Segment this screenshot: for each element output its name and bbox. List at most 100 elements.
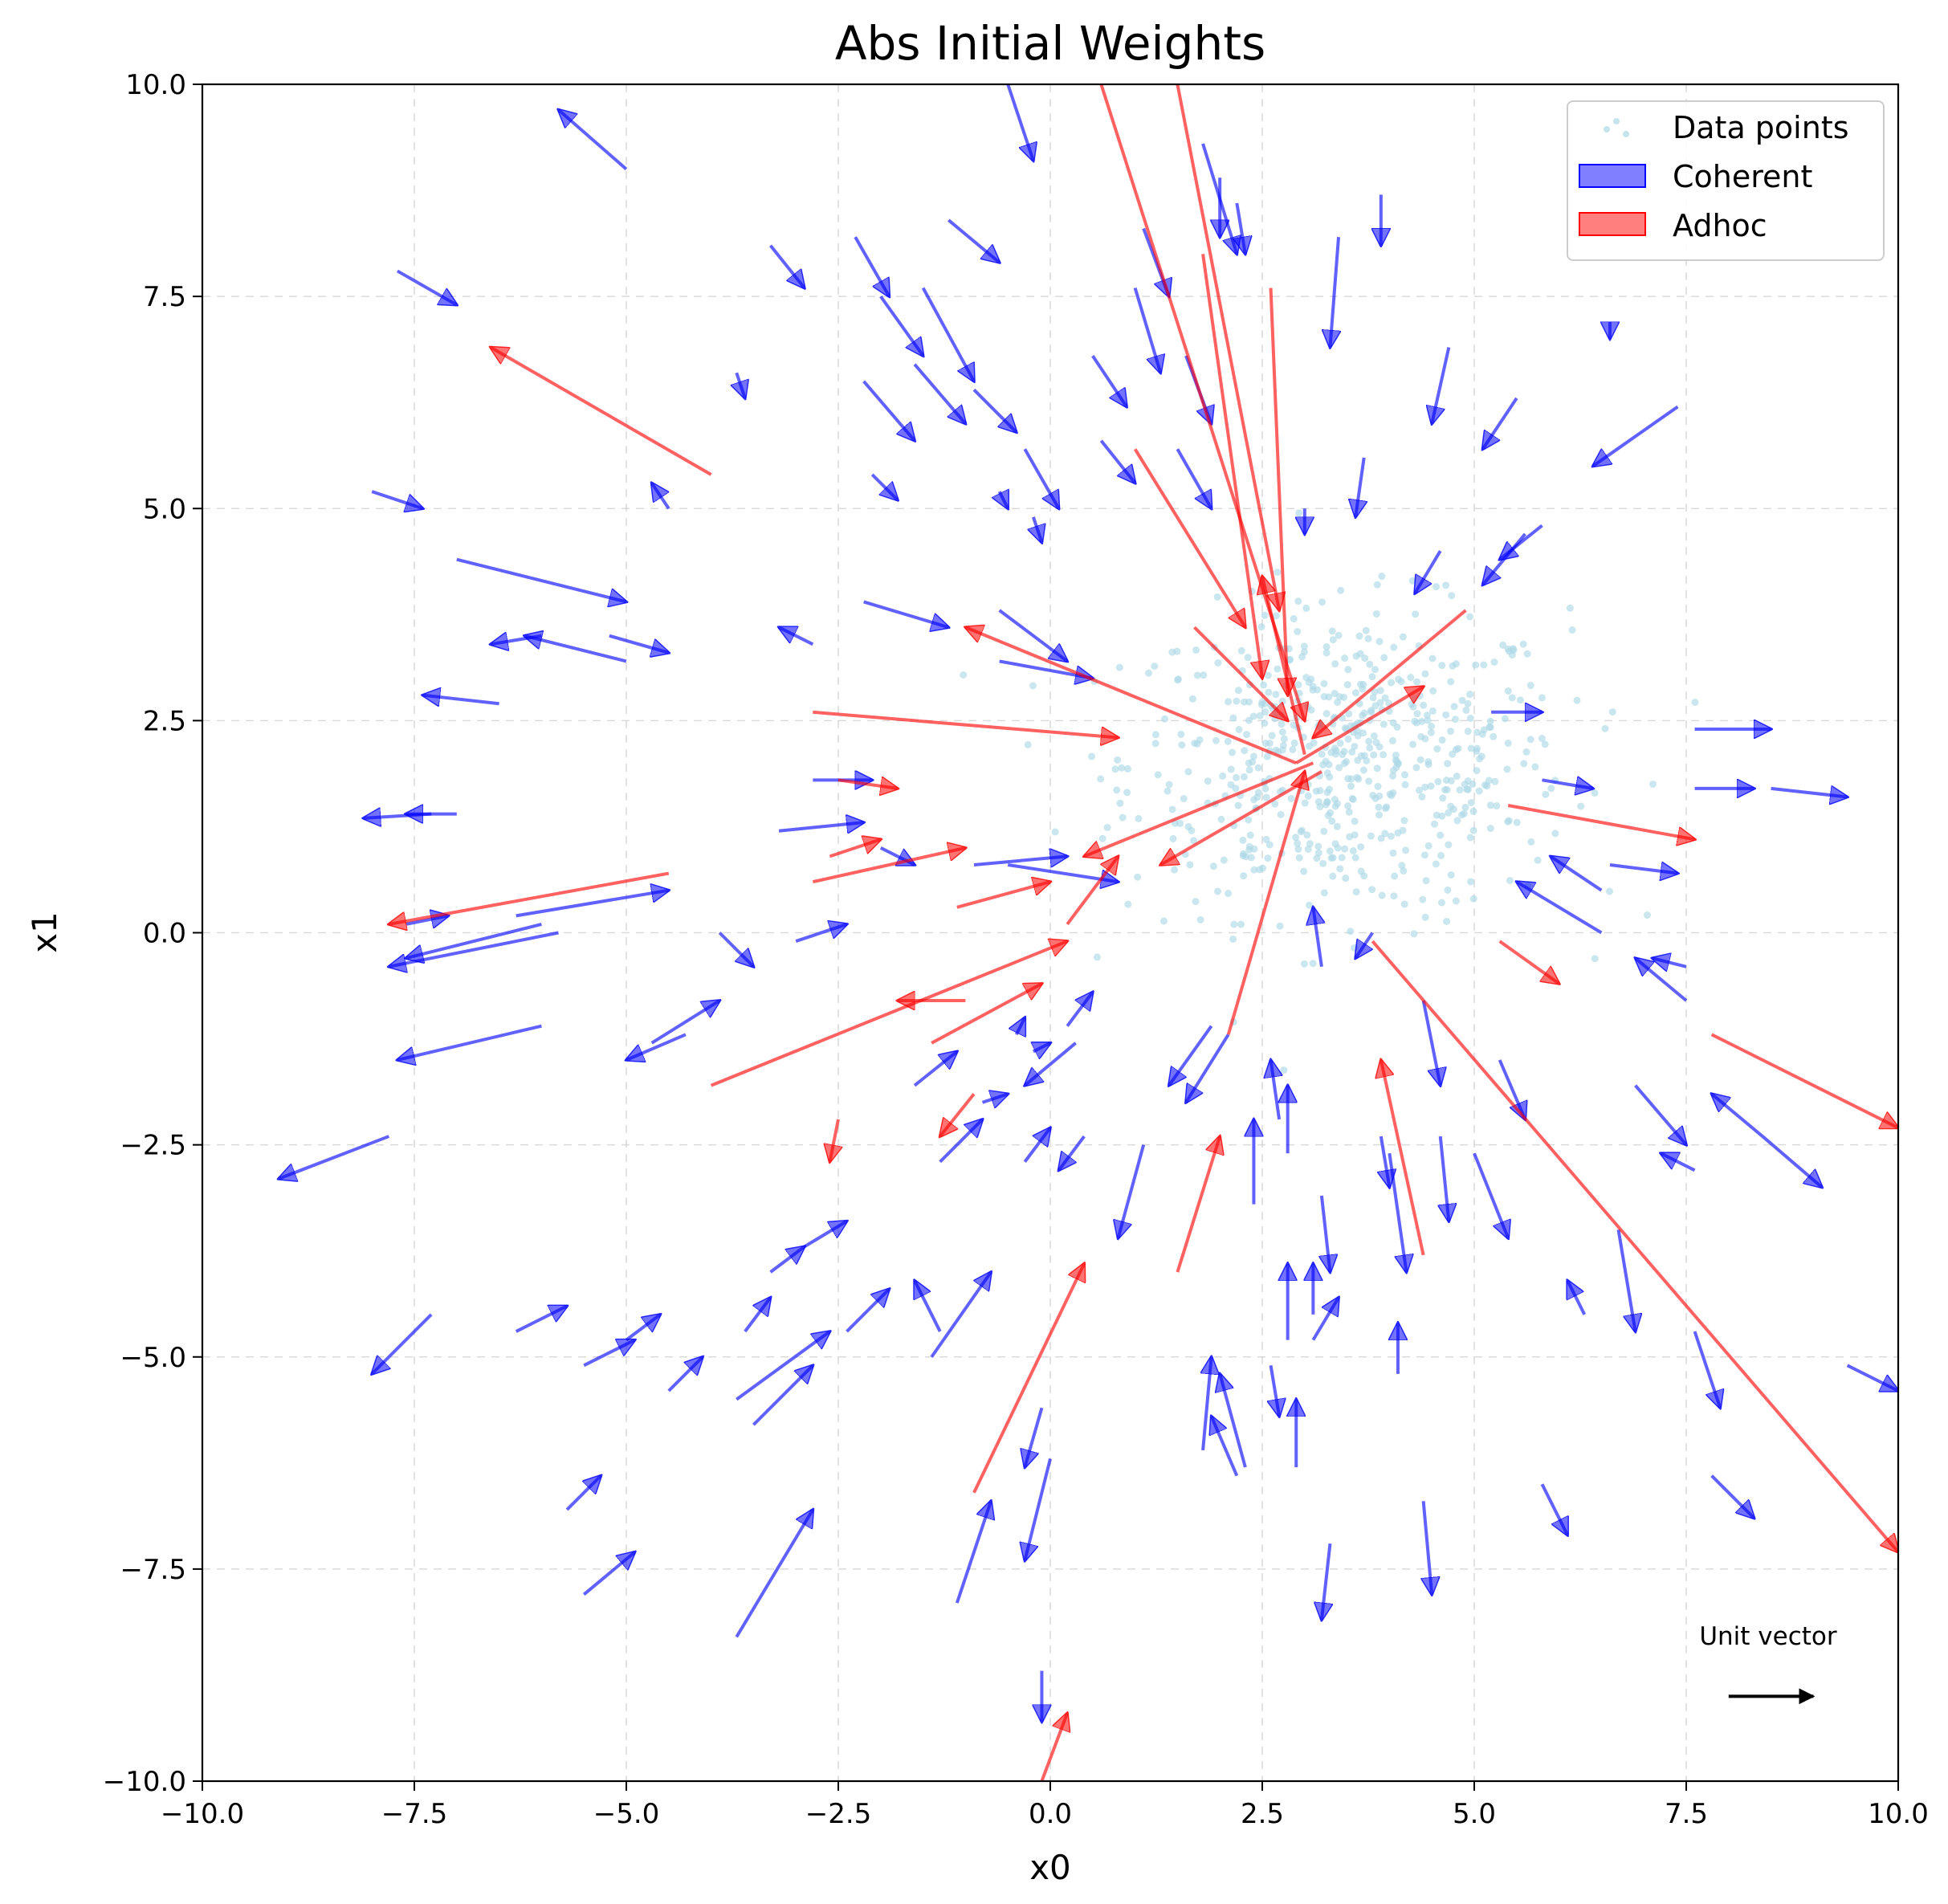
data-point: [1429, 687, 1437, 695]
data-point: [1424, 758, 1432, 766]
data-point: [1261, 707, 1269, 716]
adhoc-arrow: [1201, 254, 1262, 678]
data-point: [1649, 780, 1657, 788]
data-point: [1389, 719, 1397, 727]
adhoc-arrow: [829, 839, 880, 858]
grid: [202, 84, 1898, 1781]
coherent-arrow: [947, 218, 999, 263]
data-point: [1159, 917, 1168, 925]
data-point: [1375, 743, 1384, 751]
data-point: [1339, 693, 1347, 701]
data-point: [1241, 698, 1249, 706]
coherent-arrow: [768, 244, 805, 288]
data-point: [1214, 659, 1222, 667]
data-point: [1338, 854, 1346, 862]
data-point: [1473, 747, 1481, 755]
data-point: [1400, 817, 1408, 825]
data-point: [1378, 891, 1386, 899]
coherent-arrow: [998, 609, 1067, 661]
data-point: [1531, 763, 1539, 771]
data-point: [1314, 842, 1322, 850]
data-point: [1357, 843, 1365, 851]
data-point: [1464, 699, 1472, 707]
data-point: [1093, 953, 1101, 961]
adhoc-arrow: [389, 871, 670, 924]
adhoc-arrow: [1040, 1713, 1067, 1781]
data-point: [1097, 775, 1105, 783]
y-tick-label: 2.5: [143, 705, 186, 737]
data-point: [1376, 687, 1384, 695]
data-point: [1472, 661, 1480, 669]
adhoc-arrow: [956, 882, 1050, 909]
data-point: [1381, 830, 1389, 838]
data-point: [1329, 872, 1337, 880]
data-point: [1268, 732, 1276, 740]
data-point: [1443, 917, 1451, 925]
data-point: [1527, 838, 1535, 846]
data-point: [1469, 895, 1477, 903]
coherent-arrow: [930, 1272, 991, 1358]
data-point: [1261, 720, 1269, 728]
coherent-arrow: [736, 1331, 829, 1401]
coherent-arrow: [667, 1357, 703, 1392]
coherent-arrow: [364, 814, 432, 818]
data-point: [1287, 794, 1295, 802]
data-point: [1123, 789, 1131, 797]
data-point: [1304, 703, 1312, 711]
data-point: [1402, 846, 1410, 854]
data-point: [1192, 898, 1200, 906]
data-point: [1643, 911, 1651, 919]
data-point: [1272, 612, 1280, 620]
data-points: [960, 509, 1699, 1074]
coherent-arrow: [650, 1001, 719, 1045]
coherent-arrow: [1023, 448, 1058, 508]
data-point: [1366, 744, 1374, 752]
data-point: [1452, 745, 1460, 753]
adhoc-arrow: [1498, 940, 1559, 984]
coherent-arrow: [752, 1365, 813, 1426]
data-point: [1379, 720, 1388, 728]
data-point: [1467, 744, 1475, 752]
data-point: [1410, 695, 1418, 703]
data-point: [1151, 663, 1159, 671]
coherent-arrow: [1322, 1543, 1331, 1620]
coherent-arrow: [1017, 1017, 1025, 1034]
coherent-arrow: [1059, 1135, 1086, 1170]
data-point: [1378, 573, 1386, 581]
data-point: [1334, 699, 1342, 707]
data-point: [1379, 751, 1388, 759]
coherent-arrow: [1313, 907, 1322, 968]
legend: Data points Coherent Adhoc: [1567, 100, 1885, 261]
adhoc-arrow: [1313, 609, 1467, 737]
coherent-arrow: [1381, 1135, 1390, 1187]
coherent-arrow: [972, 388, 1017, 432]
data-point: [1438, 736, 1446, 744]
data-point: [1367, 832, 1375, 840]
data-point: [1516, 696, 1524, 704]
data-point: [1331, 660, 1339, 668]
data-point: [1320, 889, 1328, 897]
adhoc-arrow: [1176, 1136, 1220, 1273]
data-point: [1388, 679, 1396, 687]
data-point: [1278, 697, 1286, 705]
data-point: [1423, 711, 1431, 720]
data-point: [1328, 817, 1336, 826]
data-point: [1444, 886, 1452, 894]
x-tick-label: −2.5: [805, 1798, 872, 1830]
data-point: [1467, 878, 1475, 886]
data-point: [1229, 714, 1237, 722]
adhoc-arrow: [940, 1092, 976, 1136]
data-point: [1336, 740, 1344, 748]
data-point: [1178, 741, 1186, 749]
data-point: [1214, 887, 1222, 895]
data-point: [1486, 801, 1494, 809]
data-point: [1469, 781, 1477, 789]
data-point: [1220, 856, 1228, 864]
data-point: [1364, 634, 1372, 642]
data-point: [1237, 920, 1245, 928]
data-point: [1343, 681, 1351, 689]
coherent-arrow: [1636, 958, 1688, 1002]
data-point: [1304, 792, 1312, 800]
data-point: [1437, 899, 1445, 907]
data-point: [1327, 854, 1335, 862]
